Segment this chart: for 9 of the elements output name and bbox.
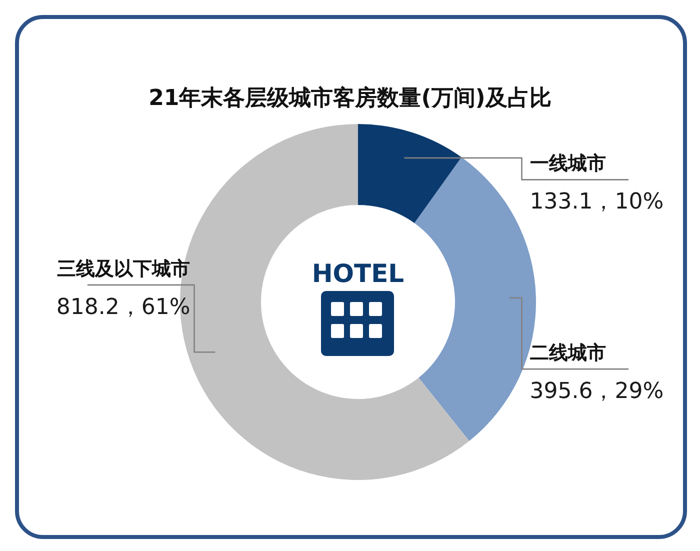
slice-label: 三线及以下城市 [57, 258, 190, 280]
data-label: 133.1，10% [530, 190, 664, 215]
slice-label: 二线城市 [530, 342, 606, 364]
chart-title: 21年末各层级城市客房数量(万间)及占比 [148, 85, 552, 111]
slice-label: 一线城市 [530, 152, 606, 175]
donut-slice [358, 124, 462, 224]
text: HOTEL [312, 259, 404, 288]
data-label: 395.6，29% [530, 379, 664, 404]
data-label: 818.2，61% [56, 294, 190, 320]
